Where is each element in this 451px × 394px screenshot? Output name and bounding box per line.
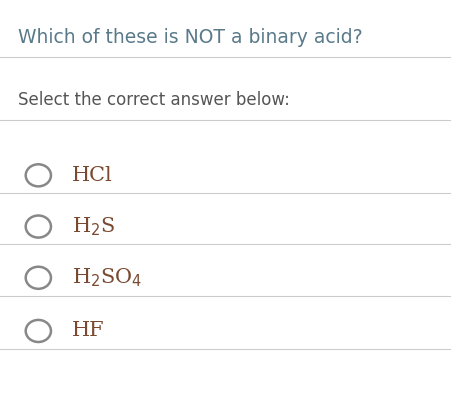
Text: Select the correct answer below:: Select the correct answer below: — [18, 91, 290, 109]
Text: H$_2$SO$_4$: H$_2$SO$_4$ — [72, 266, 143, 289]
Text: H$_2$S: H$_2$S — [72, 215, 115, 238]
Text: HCl: HCl — [72, 166, 113, 185]
Text: HF: HF — [72, 322, 105, 340]
Text: Which of these is NOT a binary acid?: Which of these is NOT a binary acid? — [18, 28, 363, 46]
